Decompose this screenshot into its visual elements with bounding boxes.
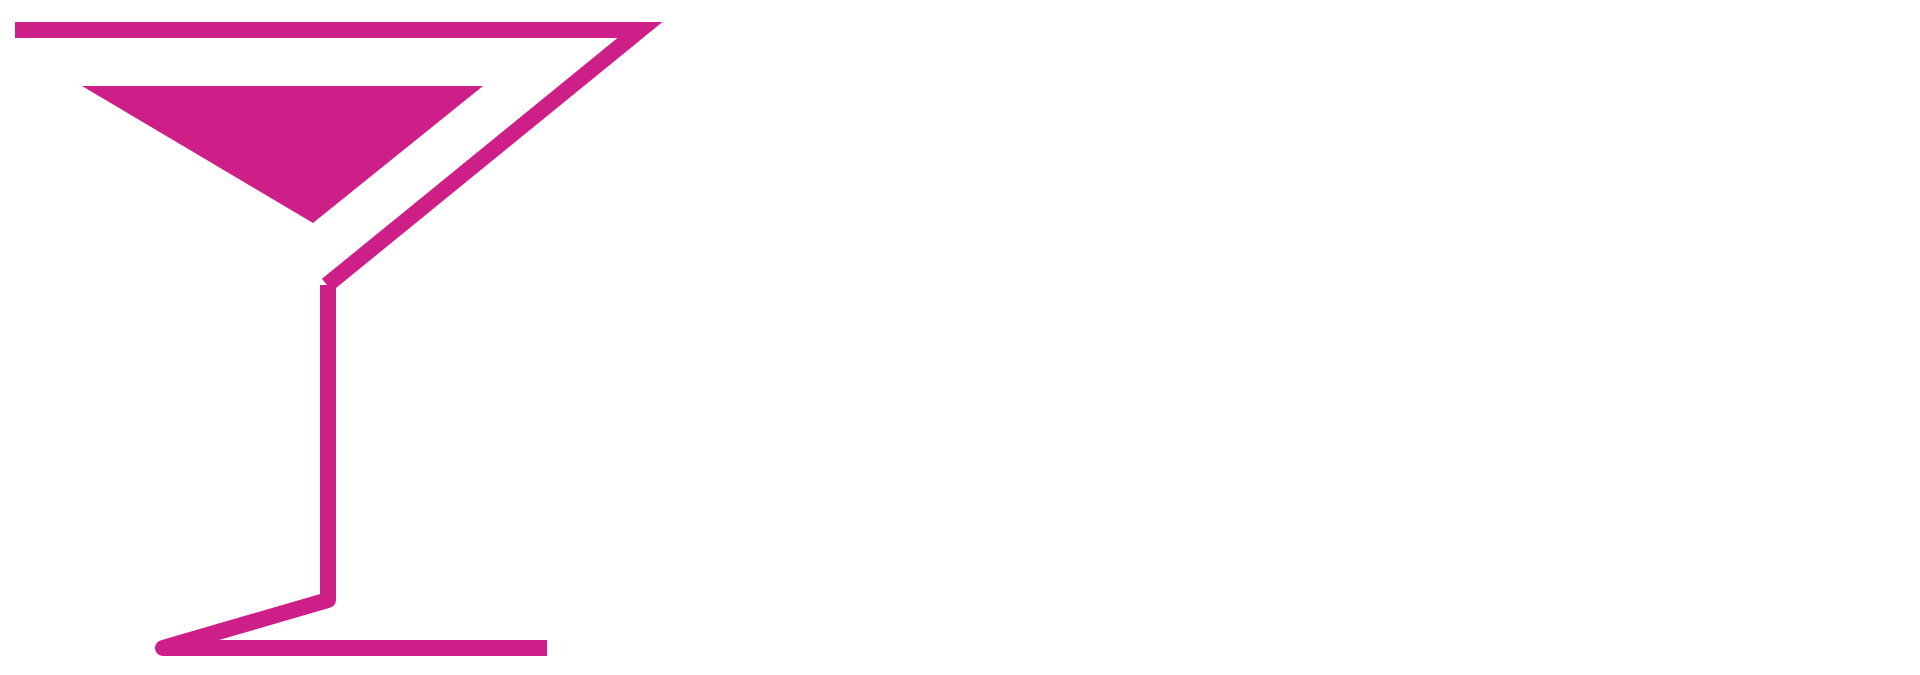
glass-rim-outline [15,22,663,292]
glass-liquid [82,86,483,223]
glass-stem-outline [155,285,547,656]
